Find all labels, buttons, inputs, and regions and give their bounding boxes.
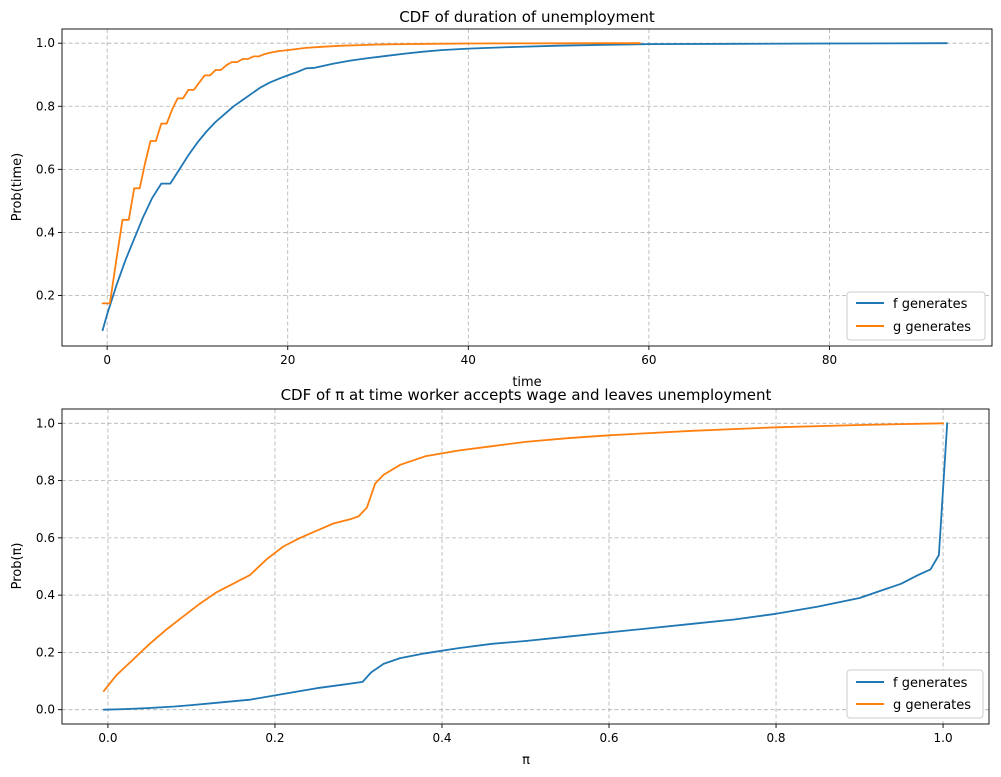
series-layer-pi [102,422,949,711]
x-tick-label: 0.2 [265,731,284,745]
legend-duration: f generates g generates [846,291,986,341]
x-tick-label: 0.8 [766,731,785,745]
series-line-f-pi [102,422,949,711]
x-tick-label: 0 [103,353,111,367]
chart-title-pi: CDF of π at time worker accepts wage and… [281,386,772,404]
legend-pi: f generates g generates [846,669,984,719]
legend-label-f-duration: f generates [893,297,968,312]
plot-frame-pi [61,408,990,725]
x-tick-label: 60 [641,353,656,367]
y-tick-label: 0.2 [36,289,55,303]
chart-duration-cdf: 0 20 40 60 80 0.2 0.4 0.6 0.8 1.0 CDF of duration… [10,8,993,390]
chart-pi-cdf: 0.0 0.2 0.4 0.6 0.8 1.0 0.0 0.2 0.4 0.6 0.8 1.0 CDF… [10,386,990,768]
legend-label-g-duration: g generates [893,320,971,335]
y-tick-label: 0.8 [36,474,55,488]
x-tick-label: 80 [822,353,837,367]
chart-title-duration: CDF of duration of unemployment [399,8,655,26]
y-tick-label: 1.0 [36,416,55,430]
y-axis-label-pi: Prob(π) [10,543,25,590]
x-tick-label: 20 [280,353,295,367]
plot-frame-duration [61,28,993,347]
x-axis-label-duration: time [512,375,541,390]
y-tick-label: 0.6 [36,162,55,176]
series-line-f-duration [101,42,948,332]
x-tick-label: 0.6 [599,731,618,745]
ticks-duration: 0 20 40 60 80 0.2 0.4 0.6 0.8 1.0 [36,36,837,367]
x-tick-label: 0.4 [432,731,451,745]
y-tick-label: 0.8 [36,99,55,113]
x-tick-label: 1.0 [934,731,953,745]
ticks-pi: 0.0 0.2 0.4 0.6 0.8 1.0 0.0 0.2 0.4 0.6 0.8 1.0 [36,416,953,745]
series-line-g-pi [102,422,944,692]
series-layer-duration [101,42,948,332]
y-tick-label: 0.0 [36,703,55,717]
series-line-g-duration [101,42,641,305]
x-axis-label-pi: π [522,753,530,768]
x-tick-label: 0.0 [98,731,117,745]
y-tick-label: 0.4 [36,588,55,602]
y-tick-label: 0.2 [36,645,55,659]
x-tick-label: 40 [461,353,476,367]
y-axis-label-duration: Prob(time) [10,153,25,221]
legend-label-f-pi: f generates [893,676,968,691]
y-tick-label: 0.4 [36,225,55,239]
legend-label-g-pi: g generates [893,698,971,713]
y-tick-label: 0.6 [36,531,55,545]
y-tick-label: 1.0 [36,36,55,50]
